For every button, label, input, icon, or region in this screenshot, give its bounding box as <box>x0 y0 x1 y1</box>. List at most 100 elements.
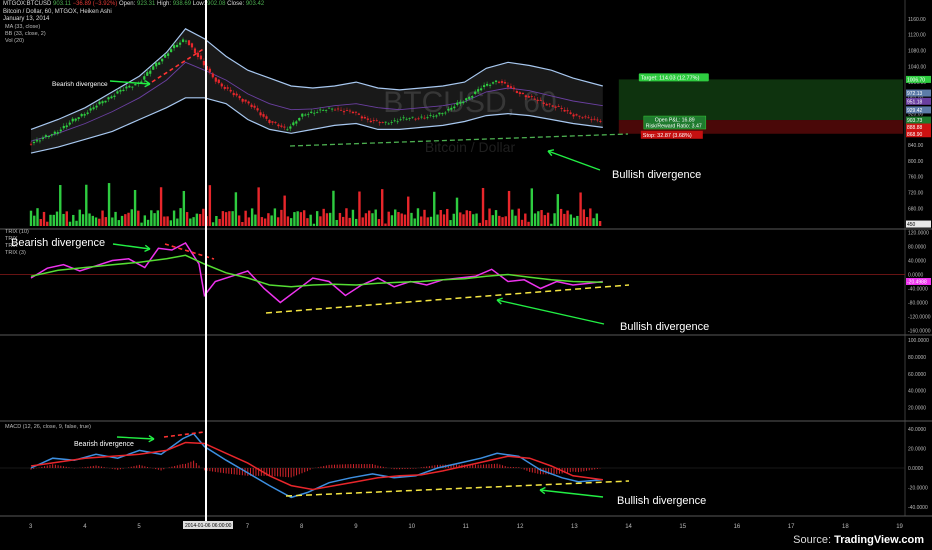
price-candle <box>387 123 390 125</box>
moving-average-line <box>30 61 603 142</box>
price-candle <box>485 83 489 86</box>
volume-bar <box>485 220 488 226</box>
price-candle <box>480 88 483 91</box>
price-candle <box>253 105 256 108</box>
indicator-trix-4[interactable]: TRIX (3) <box>5 250 26 256</box>
volume-bar <box>390 215 394 226</box>
volume-bar <box>368 210 371 226</box>
volume-bar <box>407 196 410 226</box>
volume-bar <box>345 208 348 226</box>
volume-bar <box>566 210 569 226</box>
price-candle <box>175 44 179 48</box>
price-candle <box>83 114 86 116</box>
price-candle <box>575 114 578 116</box>
price-candle <box>190 43 194 48</box>
price-candle <box>104 100 107 103</box>
price-candle <box>384 121 387 123</box>
price-candle <box>238 95 241 99</box>
price-candle <box>50 134 53 136</box>
volume-bar <box>527 221 530 226</box>
price-candle <box>417 118 420 120</box>
volume-bar <box>348 217 351 226</box>
volume-bar <box>221 211 225 226</box>
price-candle <box>289 126 292 129</box>
price-axis-badge <box>906 220 931 228</box>
volume-bar <box>257 187 260 226</box>
close-value: 903.42 <box>245 1 265 7</box>
price-candle <box>345 110 349 111</box>
volume-bar <box>241 222 244 226</box>
volume-bar <box>202 208 205 226</box>
price-candle <box>316 112 319 114</box>
volume-bar <box>403 214 407 226</box>
volume-bar <box>595 213 599 226</box>
indicator-bb[interactable]: BB (33, close, 2) <box>5 31 46 37</box>
volume-bar <box>65 211 68 226</box>
price-candle <box>68 122 71 125</box>
trix-bullish-arrow-head <box>496 297 503 305</box>
volume-bar <box>263 218 267 226</box>
volume-bar <box>140 222 143 226</box>
price-axis-badge <box>906 75 931 83</box>
price-candle <box>477 89 480 92</box>
volume-bar <box>589 208 592 226</box>
volume-bar <box>579 192 582 226</box>
chart-date: January 13, 2014 <box>3 16 50 22</box>
y-tick-label: 1120.00 <box>908 33 926 39</box>
indicator-trix-2[interactable]: TRIX <box>5 236 18 242</box>
volume-bar <box>400 213 403 226</box>
x-tick-label: 3 <box>29 524 33 530</box>
indicator-trix-3[interactable]: TRIX <box>5 243 18 249</box>
price-bearish-arrow-head <box>144 79 151 88</box>
price-candle <box>494 80 498 82</box>
volume-bar <box>185 212 189 226</box>
chart-title: Bitcoin / Dollar, 60, MTGOX, Heiken Ashi <box>3 9 112 15</box>
price-candle <box>59 129 62 132</box>
price-candle <box>47 135 50 138</box>
price-candle <box>441 113 444 115</box>
price-candle <box>372 120 375 121</box>
volume-bar <box>302 210 306 226</box>
volume-bar <box>130 209 134 226</box>
price-candle <box>208 68 211 73</box>
volume-bar <box>332 190 335 226</box>
x-tick-label: 14 <box>625 524 632 530</box>
price-candle <box>193 48 197 53</box>
volume-bar <box>68 221 72 226</box>
price-candle <box>101 101 104 104</box>
volume-bar <box>244 210 247 226</box>
open-pl-badge <box>643 115 707 130</box>
volume-bar <box>328 212 332 226</box>
macd-bearish-arrow-head <box>148 435 155 443</box>
indicator-vol[interactable]: Vol (20) <box>5 38 24 44</box>
volume-bar <box>514 215 517 226</box>
volume-bar <box>384 223 387 226</box>
volume-bar <box>322 208 325 226</box>
indicator-macd[interactable]: MACD (12, 26, close, 9, false, true) <box>5 424 91 430</box>
volume-bar <box>524 213 527 226</box>
indicator-ma[interactable]: MA (33, close) <box>5 24 41 30</box>
price-candle <box>44 135 48 137</box>
y-tick-label: 0.0000 <box>908 273 924 279</box>
volume-bar <box>211 222 215 226</box>
price-candle <box>232 92 235 96</box>
volume-bar <box>387 211 390 226</box>
x-tick-label: 16 <box>734 524 741 530</box>
source-brand: TradingView.com <box>834 534 924 546</box>
volume-bar <box>189 218 192 226</box>
volume-bar <box>182 190 186 226</box>
price-candle <box>581 117 584 119</box>
price-candle <box>187 40 191 46</box>
volume-bar <box>237 215 241 226</box>
x-tick-label: 12 <box>517 524 524 530</box>
volume-bar <box>283 195 286 226</box>
volume-bar <box>394 209 397 226</box>
volume-bar <box>198 214 202 226</box>
volume-bar <box>94 217 98 226</box>
source-credit[interactable]: Source: TradingView.com <box>793 534 924 546</box>
volume-bar <box>156 210 160 226</box>
volume-bar <box>293 212 296 226</box>
price-candle <box>247 101 250 104</box>
indicator-trix-1[interactable]: TRIX (10) <box>5 229 29 235</box>
